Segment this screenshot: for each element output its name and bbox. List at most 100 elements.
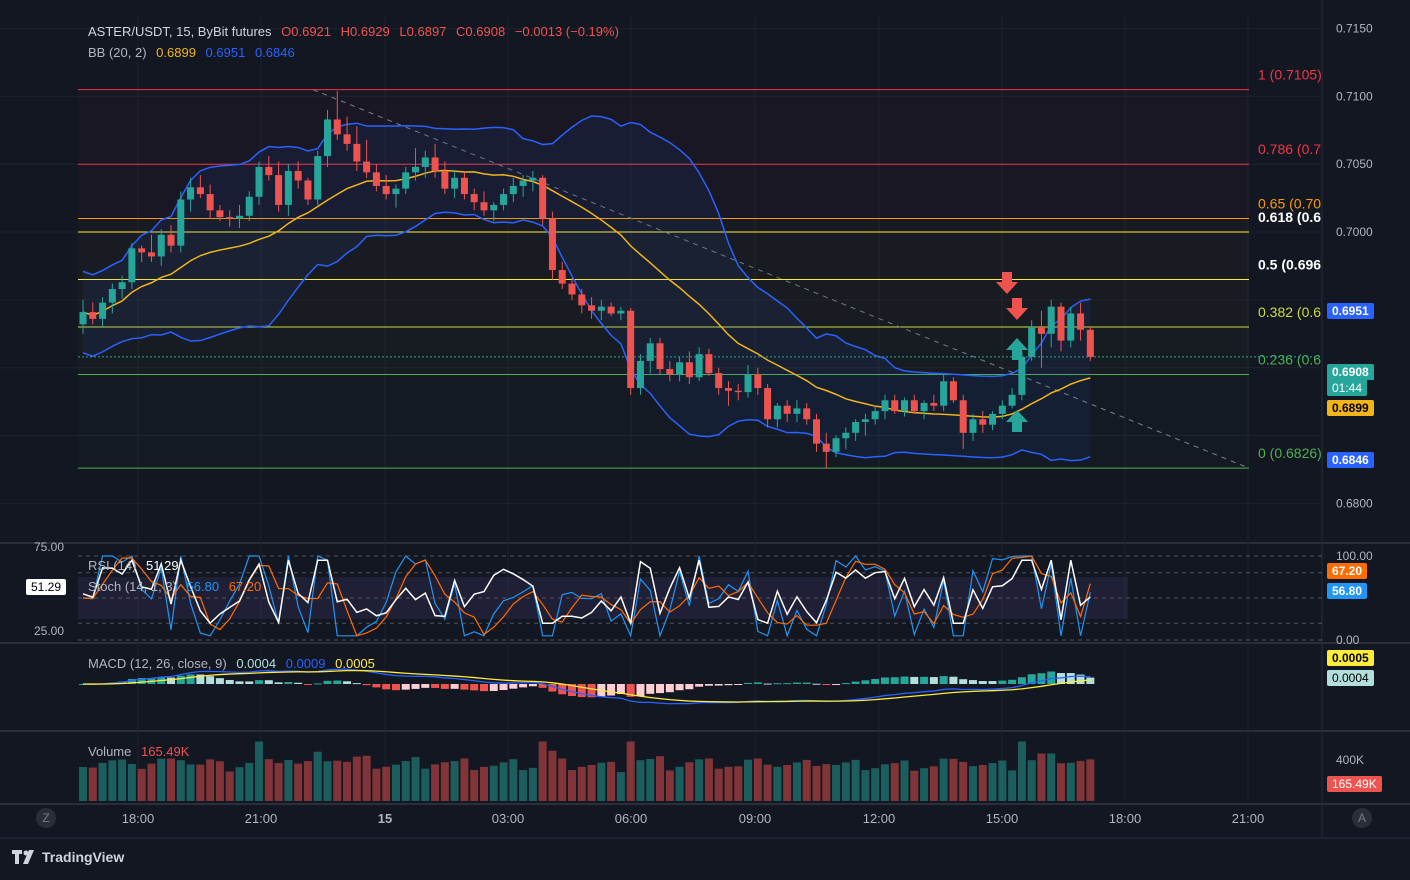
macd-histogram-bar <box>949 676 958 684</box>
volume-bar <box>812 765 821 801</box>
fib-label: 0 (0.6826) <box>1258 445 1322 461</box>
candle-body <box>558 270 566 284</box>
volume-bar <box>656 756 665 801</box>
volume-bar <box>225 771 234 801</box>
bb-lower-badge: 0.6846 <box>1327 452 1374 468</box>
candle-body <box>245 196 253 216</box>
candle-body <box>705 354 713 374</box>
time-tick-label: 18:00 <box>122 811 155 826</box>
volume-bar <box>411 757 420 801</box>
osc-axis-top: 100.00 <box>1336 549 1373 563</box>
stoch-legend[interactable]: Stoch (14, 1, 3) 56.80 67.20 <box>88 579 267 595</box>
volume-bar <box>773 766 782 801</box>
volume-bar <box>968 766 977 801</box>
macd-histogram-bar <box>450 684 459 689</box>
candle-body <box>196 187 204 195</box>
macd-histogram-bar <box>343 681 352 684</box>
volume-badge: 165.49K <box>1327 776 1382 792</box>
time-tick-label: 15:00 <box>986 811 1019 826</box>
volume-bar <box>509 759 518 801</box>
time-tick-label: 12:00 <box>863 811 896 826</box>
volume-bar <box>343 761 352 801</box>
volume-bar <box>1086 759 1095 801</box>
stoch-k-value: 56.80 <box>186 579 220 594</box>
candle-body <box>656 343 664 370</box>
macd-histogram-bar <box>763 683 772 685</box>
candle-body <box>832 438 840 452</box>
time-tick-label: 21:00 <box>245 811 278 826</box>
axes: 0.7150 0.7100 0.7050 0.7000 0.6800 100.00 0.00… <box>34 22 1373 826</box>
candle-body <box>363 161 371 173</box>
macd-line-value: 0.0009 <box>285 656 326 671</box>
volume-bar <box>587 764 596 801</box>
macd-histogram-bar <box>851 681 860 684</box>
candle-body <box>392 188 400 195</box>
volume-bar <box>431 764 440 801</box>
macd-histogram-bar <box>391 684 400 691</box>
volume-bar <box>548 750 557 801</box>
volume-bar <box>597 762 606 801</box>
macd-histogram-bar <box>783 683 792 685</box>
volume-bar <box>851 759 860 801</box>
volume-bar <box>489 765 498 801</box>
candle-body <box>597 306 605 311</box>
candle-body <box>372 172 380 186</box>
volume-bar <box>988 763 997 801</box>
bb-upper-value: 0.6951 <box>205 45 246 60</box>
bb-upper-badge: 0.6951 <box>1327 303 1374 319</box>
tradingview-logo[interactable]: TradingView <box>12 849 124 865</box>
zoom-reset-button[interactable]: Z <box>36 808 56 828</box>
bb-legend[interactable]: BB (20, 2) 0.6899 0.6951 0.6846 <box>88 45 301 61</box>
candle-body <box>324 119 331 157</box>
macd-histogram-bar <box>382 684 391 690</box>
bollinger-bands <box>78 115 1322 462</box>
symbol-legend[interactable]: ASTER/USDT, 15, ByBit futures O0.6921 H0… <box>88 24 625 40</box>
macd-hist-value: 0.0004 <box>236 656 277 671</box>
candle-body <box>989 413 997 425</box>
volume-bar <box>1047 753 1056 801</box>
countdown-badge: 01:44 <box>1327 380 1368 396</box>
volume-bar <box>245 762 254 801</box>
macd-histogram-bar <box>421 684 430 688</box>
buy-arrow-icon <box>1006 338 1028 360</box>
macd-histogram-bar <box>714 684 723 686</box>
candle-body <box>803 408 811 420</box>
macd-histogram-bar <box>303 684 312 685</box>
volume-bar <box>734 766 743 801</box>
macd-histogram-bar <box>861 680 870 684</box>
candle-body <box>138 248 146 253</box>
rsi-legend[interactable]: RSI (14) 51.29 <box>88 558 185 574</box>
macd-histogram-bar <box>959 679 968 684</box>
stoch-label: Stoch (14, 1, 3) <box>88 579 177 594</box>
candle-body <box>930 402 938 406</box>
price-tick-label: 0.6800 <box>1336 496 1373 510</box>
auto-scale-button[interactable]: A <box>1352 808 1372 828</box>
candle-body <box>118 282 126 290</box>
macd-histogram-bar <box>626 684 635 697</box>
macd-histogram-bar <box>812 683 821 685</box>
candle-body <box>519 180 527 186</box>
volume-bar <box>802 759 811 801</box>
volume-bar <box>470 770 479 801</box>
macd-histogram-bar <box>352 683 361 685</box>
macd-histogram-bar <box>528 684 537 687</box>
macd-histogram-bar <box>411 684 420 689</box>
volume-bar <box>704 758 713 801</box>
candle-body <box>578 294 586 306</box>
candle-body <box>920 402 928 412</box>
macd-legend[interactable]: MACD (12, 26, close, 9) 0.0004 0.0009 0.… <box>88 656 381 672</box>
volume-legend[interactable]: Volume 165.49K <box>88 744 195 760</box>
candle-body <box>304 180 312 200</box>
time-tick-label: 18:00 <box>1109 811 1142 826</box>
macd-histogram-bar <box>440 684 449 689</box>
candle-body <box>998 405 1006 414</box>
volume-bar <box>792 762 801 801</box>
fib-label: 0.236 (0.6 <box>1258 351 1321 367</box>
volume-value: 165.49K <box>141 744 190 759</box>
fib-label: 0.382 (0.6 <box>1258 304 1321 320</box>
volume-bar <box>98 762 107 801</box>
macd-histogram-bar <box>607 684 616 696</box>
stoch-k-line <box>82 555 1091 638</box>
